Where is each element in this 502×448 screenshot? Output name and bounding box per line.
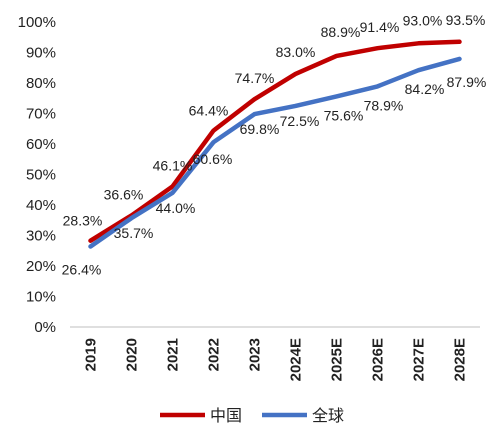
x-tick-label: 2026E [370, 338, 387, 381]
y-tick-label: 80% [26, 75, 56, 92]
series-lines [88, 39, 462, 249]
data-label: 64.4% [189, 103, 229, 119]
x-tick-label: 2019 [83, 338, 100, 371]
y-axis-ticks: 0% 10% 20% 30% 40% 50% 60% 70% 80% 90% 100% [18, 14, 56, 336]
x-tick-label: 2023 [247, 338, 264, 371]
x-tick-label: 2028E [452, 338, 469, 381]
legend: 中国 全球 [160, 407, 344, 425]
data-label: 93.0% [403, 12, 443, 28]
data-label: 60.6% [193, 151, 233, 167]
data-label: 28.3% [63, 213, 103, 229]
x-tick-label: 2024E [288, 338, 305, 381]
y-tick-label: 90% [26, 45, 56, 62]
series-line-global [88, 56, 462, 249]
data-label: 69.8% [240, 121, 280, 137]
data-label: 46.1% [153, 157, 193, 173]
y-tick-label: 100% [18, 14, 56, 31]
data-label: 36.6% [104, 186, 144, 202]
series-line-china [88, 39, 462, 243]
x-tick-label: 2025E [329, 338, 346, 381]
data-label: 75.6% [324, 107, 364, 123]
x-tick-label: 2022 [206, 338, 223, 371]
data-label: 35.7% [114, 225, 154, 241]
data-label: 26.4% [62, 261, 102, 277]
data-labels: 28.3%36.6% 46.1% 64.4% 74.7%83.0% 88.9% 91.4%… [62, 12, 487, 278]
data-label: 88.9% [321, 24, 361, 40]
data-label: 87.9% [447, 74, 487, 90]
y-tick-label: 50% [26, 167, 56, 184]
data-label: 78.9% [364, 97, 404, 113]
data-label: 72.5% [280, 113, 320, 129]
y-tick-label: 40% [26, 197, 56, 214]
data-label: 84.2% [405, 81, 445, 97]
data-label: 74.7% [235, 70, 275, 86]
data-label: 91.4% [360, 19, 400, 35]
y-tick-label: 70% [26, 106, 56, 123]
legend-label: 全球 [312, 407, 344, 425]
x-tick-label: 2027E [411, 338, 428, 381]
y-tick-label: 10% [26, 289, 56, 306]
data-label: 44.0% [156, 200, 196, 216]
x-tick-label: 2021 [165, 338, 182, 371]
data-label: 93.5% [446, 12, 486, 28]
y-tick-label: 30% [26, 228, 56, 245]
x-axis-ticks: 2019 2020 2021 2022 2023 2024E 2025E 2026E 2027E… [83, 338, 469, 381]
y-tick-label: 20% [26, 258, 56, 275]
legend-label: 中国 [210, 407, 242, 425]
data-label: 83.0% [276, 44, 316, 60]
x-tick-label: 2020 [124, 338, 141, 371]
y-tick-label: 0% [34, 319, 56, 336]
y-tick-label: 60% [26, 136, 56, 153]
